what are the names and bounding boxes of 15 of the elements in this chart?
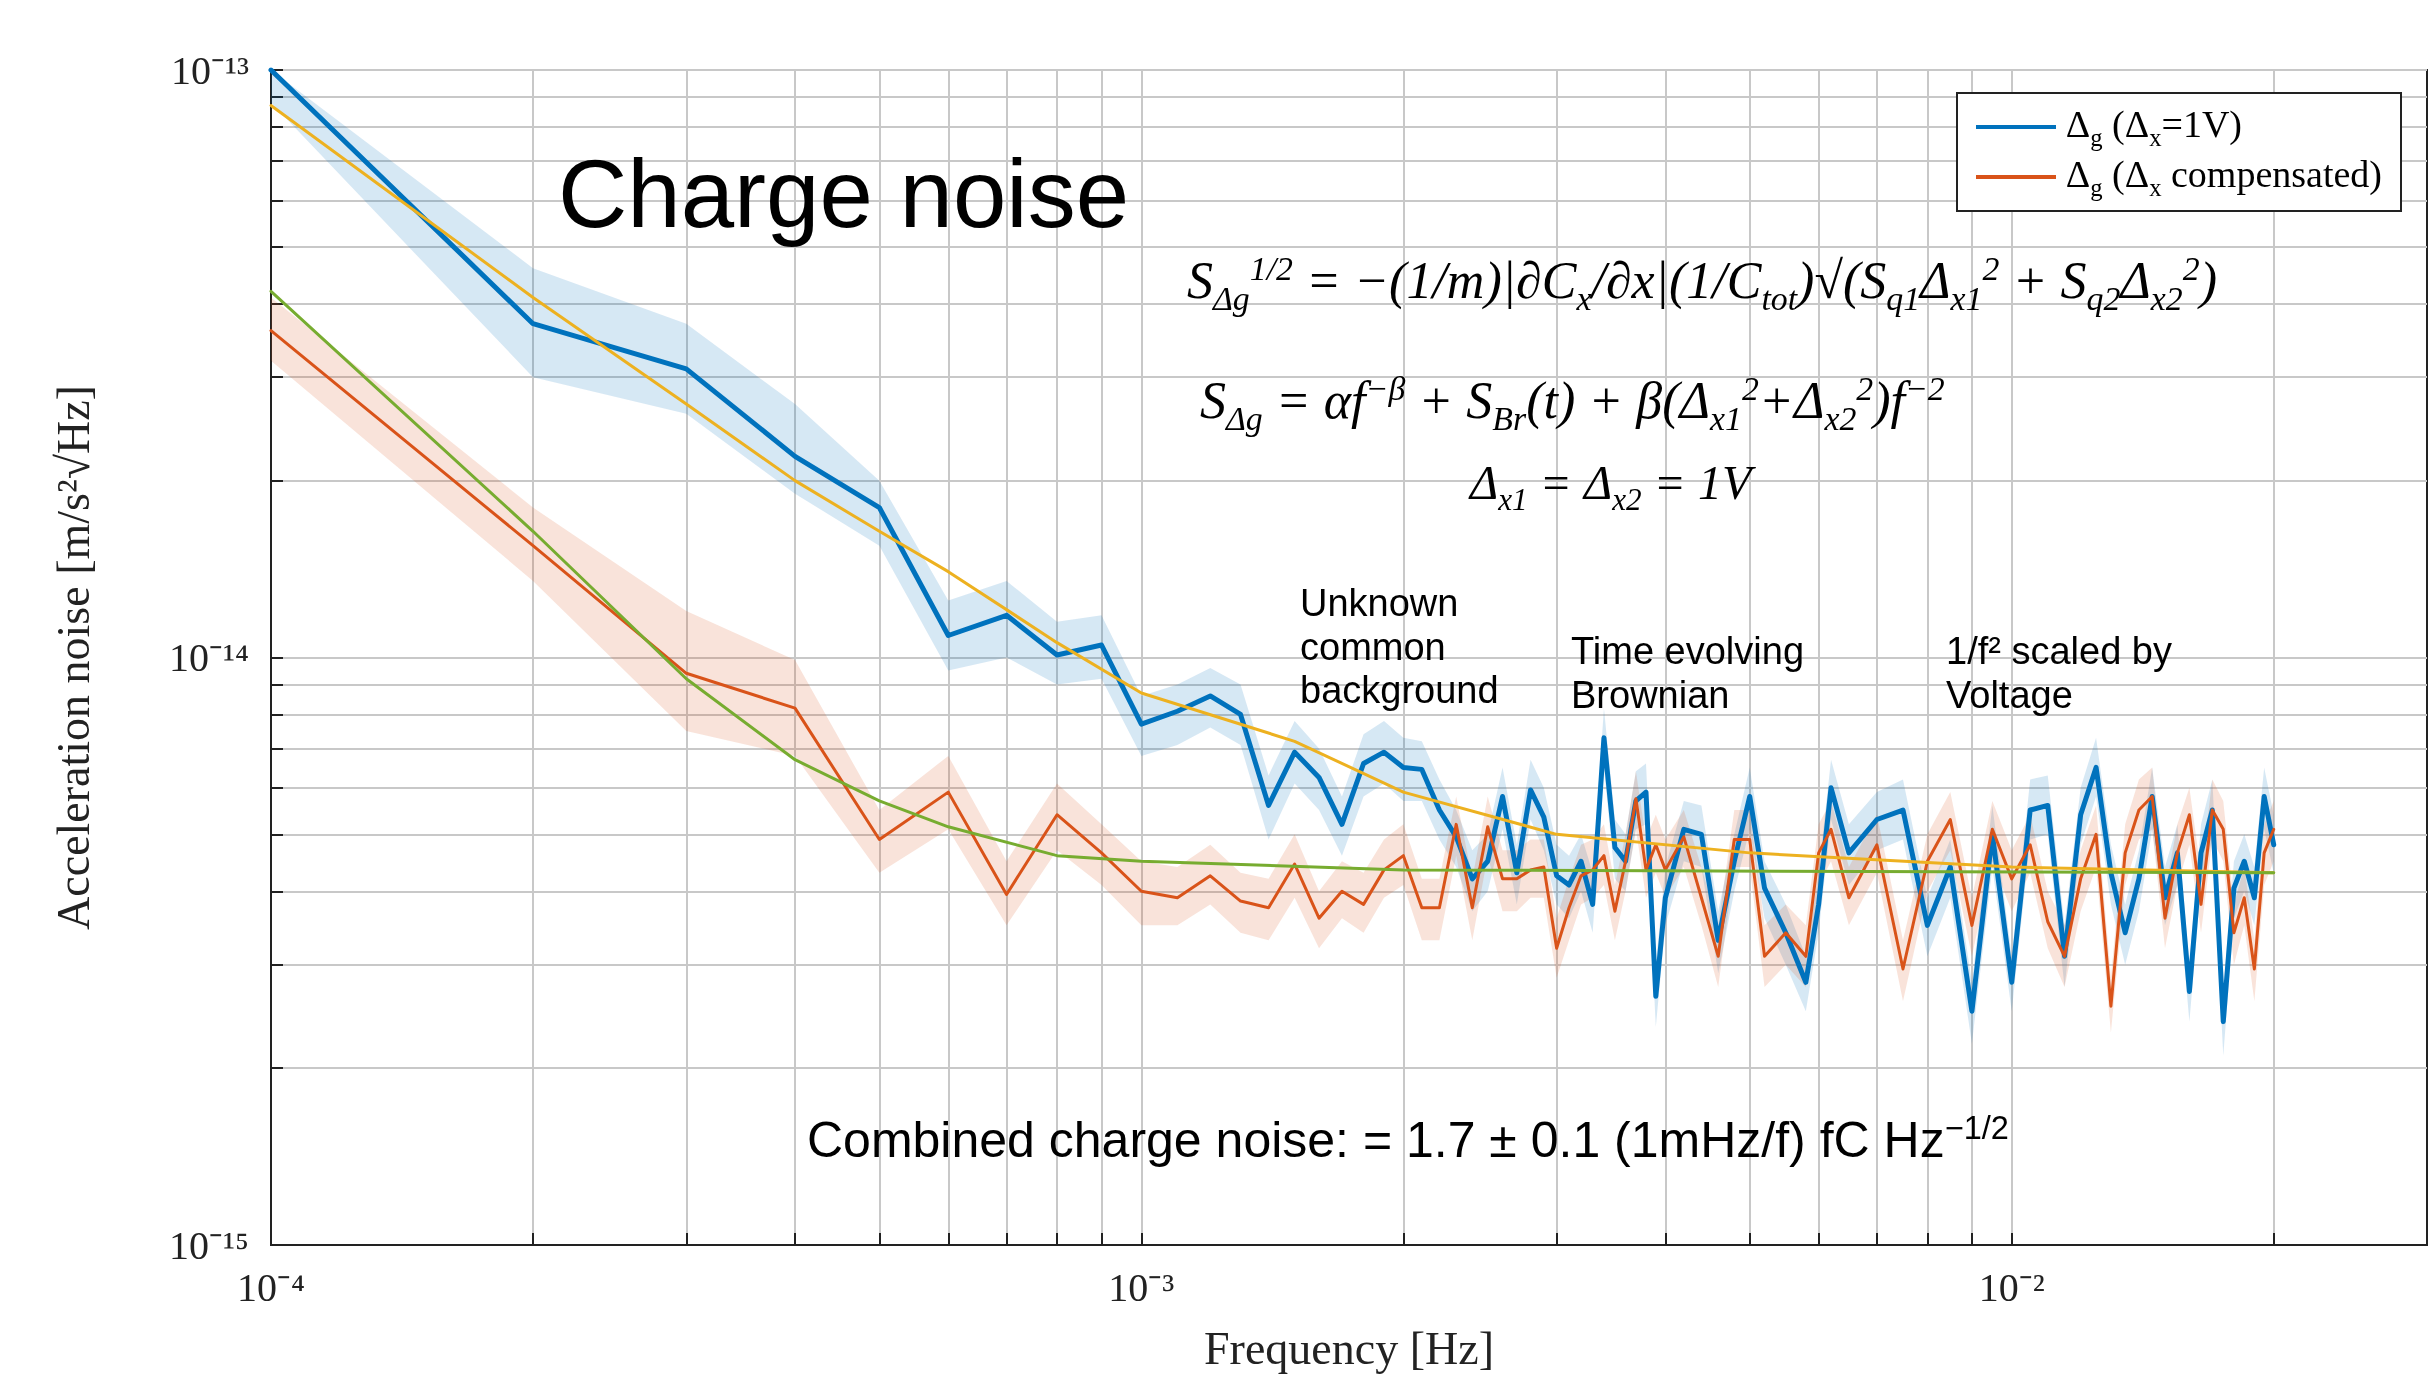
text: Charge noise [558,139,1130,247]
annotation: 1/f² scaled by Voltage [1946,630,2173,718]
x-axis-title: Frequency [Hz] [1204,1322,1494,1374]
annotation: Time evolving Brownian [1571,630,1805,718]
x-tick-label: 10⁻³ [1108,1264,1175,1310]
x-tick-label: 10⁻² [1978,1264,2045,1310]
legend-label: Δ$_{g}$ (Δ$_{x}$ compensated) [2065,152,2382,202]
legend-label: Δ$_{g}$ (Δ$_{x}$=1V) [2065,102,2242,152]
text: S$_{Δg}$$^{1/2}$ = −(1/m)|∂C$_{x}$/∂x|(1/C$_{tot}$)√(S$_{q1}$Δ$_{x1}$$^{2}$ + S$_{q2}$Δ$_{x2}$$^{2}$) [1187,250,2217,317]
y-tick-label: 10⁻¹³ [171,47,250,93]
text: S$_{Δg}$ = αf$^{−β}$ + S$_{Br}$(t) + β(Δ$_{x1}$$^{2}$+Δ$_{x2}$$^{2}$)f$^{−2}$ [1200,370,1945,437]
y-axis-title: Acceleration noise [m/s²√Hz] [47,385,99,930]
annotation: Unknown common background [1300,582,1500,714]
y-tick-label: 10⁻¹⁴ [169,635,249,680]
annotation: Combined charge noise: = 1.7 ± 0.1 (1mHz/f) fC Hz$^{−1/2}$ [807,1110,2009,1170]
